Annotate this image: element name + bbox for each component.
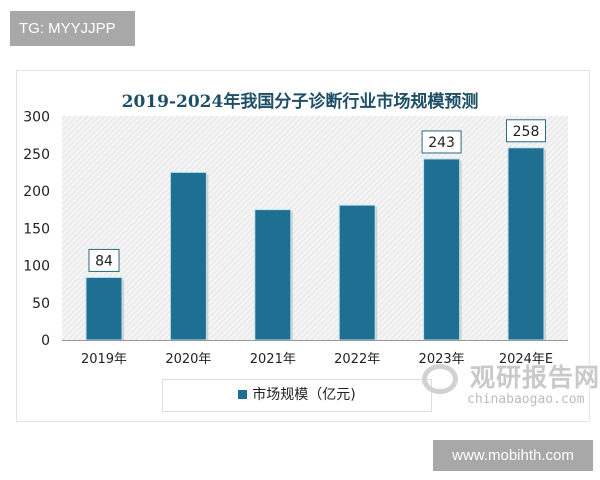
data-label: 84: [95, 253, 113, 269]
bar: [338, 204, 376, 341]
bar: [507, 147, 545, 341]
data-label: 258: [513, 124, 540, 140]
x-tick-label: 2021年: [250, 352, 296, 367]
data-label-box: [506, 119, 546, 143]
watermark-logo-icon: [422, 364, 458, 394]
y-tick-label: 300: [23, 110, 50, 126]
legend: 市场规模（亿元): [162, 379, 432, 412]
x-tick-label: 2022年: [334, 352, 380, 367]
y-tick-label: 100: [23, 259, 50, 275]
data-label: 243: [428, 135, 455, 151]
plot-area: [62, 116, 568, 340]
y-tick-label: 200: [23, 184, 50, 200]
x-tick-label: 2019年: [81, 352, 127, 367]
legend-swatch: [238, 390, 248, 399]
x-tick-label: 2023年: [419, 352, 465, 367]
data-label-box: [88, 248, 120, 272]
bar: [85, 276, 123, 341]
x-tick-label: 2020年: [165, 352, 211, 367]
watermark-en: chinabaogao.com: [467, 392, 585, 407]
legend-label: 市场规模（亿元): [252, 387, 356, 403]
watermark-cn: 观研报告网: [470, 363, 600, 392]
bar: [169, 171, 207, 341]
chart-frame: [16, 70, 590, 422]
bar: [254, 209, 292, 341]
x-tick-label: 2024年E: [499, 352, 553, 367]
y-tick-label: 50: [32, 296, 50, 312]
url-badge: www.mobihth.com: [433, 440, 593, 471]
data-label-box: [421, 130, 462, 154]
chart-title: 2019-2024年我国分子诊断行业市场规模预测: [121, 92, 479, 112]
y-tick-label: 250: [23, 147, 50, 163]
y-tick-label: 150: [23, 221, 50, 237]
tg-badge: TG: MYYJJPP: [10, 11, 135, 46]
bar: [423, 158, 461, 341]
y-tick-label: 0: [41, 333, 50, 349]
